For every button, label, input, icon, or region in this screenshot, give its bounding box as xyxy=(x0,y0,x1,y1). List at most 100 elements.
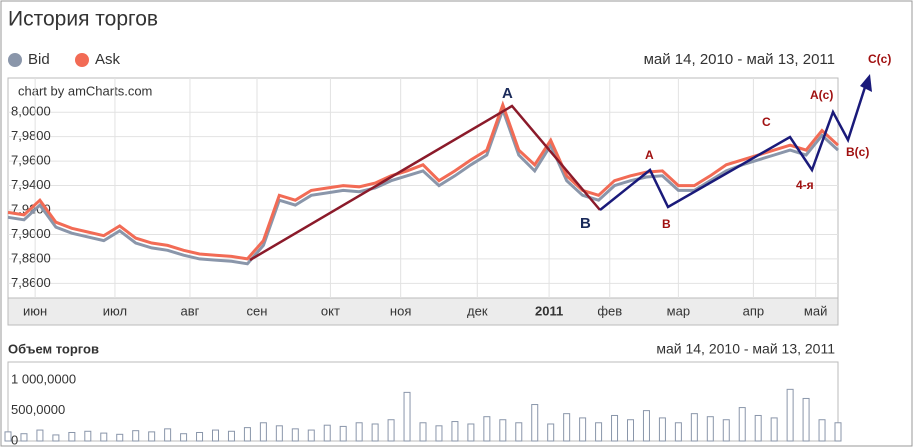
y-tick-label: 7,9000 xyxy=(11,226,51,241)
date-range: май 14, 2010 - май 13, 2011 xyxy=(644,51,835,68)
volume-bar xyxy=(100,432,108,442)
volume-title: Объем торгов xyxy=(8,341,99,356)
x-axis-strip xyxy=(7,297,839,326)
volume-bar xyxy=(387,419,395,442)
volume-bar xyxy=(818,419,826,442)
volume-bar xyxy=(52,434,60,442)
volume-bar xyxy=(515,422,523,442)
y-tick-label: 7,9400 xyxy=(11,177,51,192)
y-tick-label: 7,8600 xyxy=(11,275,51,290)
volume-bar xyxy=(435,425,443,442)
date-range: май 14, 2010 - май 13, 2011 xyxy=(656,341,835,357)
volume-bar xyxy=(84,430,92,442)
volume-bar xyxy=(180,433,188,442)
annotation: C xyxy=(762,115,771,129)
y-tick-label: 500,0000 xyxy=(11,402,65,417)
volume-bar xyxy=(227,430,235,442)
volume-bar xyxy=(802,397,810,442)
volume-bar xyxy=(355,422,363,442)
volume-bar xyxy=(4,431,12,442)
volume-bar xyxy=(116,433,124,442)
volume-bar xyxy=(579,417,587,442)
x-tick-label: окт xyxy=(321,303,340,318)
annotation: A xyxy=(502,85,513,102)
volume-bar xyxy=(786,388,794,442)
volume-bar xyxy=(531,404,539,442)
volume-bar xyxy=(132,430,140,442)
volume-bar xyxy=(499,419,507,442)
volume-bar xyxy=(419,422,427,442)
arrow-head xyxy=(860,74,872,92)
y-tick-label: 0 xyxy=(11,432,18,447)
volume-bar xyxy=(690,413,698,442)
x-tick-label: июн xyxy=(23,303,47,318)
volume-bar xyxy=(754,414,762,442)
price-line xyxy=(7,100,840,261)
volume-bar xyxy=(371,423,379,442)
legend-label: Bid xyxy=(28,51,50,68)
y-tick-label: 1 000,0000 xyxy=(11,372,76,387)
volume-bar xyxy=(196,431,204,442)
volume-bar xyxy=(275,425,283,442)
wave-annotations: A B A B C A(c) B(c) 4-я C(c) xyxy=(249,52,891,262)
wave-line xyxy=(599,83,868,211)
volume-bar xyxy=(291,428,299,442)
volume-bar xyxy=(611,414,619,442)
y-tick-label: 8,0000 xyxy=(11,104,51,119)
volume-bar xyxy=(20,433,28,442)
legend-swatch xyxy=(75,53,89,67)
y-tick-label: 7,8800 xyxy=(11,250,51,265)
x-tick-label: май xyxy=(804,303,827,318)
x-tick-label: фев xyxy=(597,303,622,318)
volume-bar xyxy=(658,417,666,442)
annotation: 4-я xyxy=(796,178,814,192)
volume-bar xyxy=(164,428,172,442)
volume-bar xyxy=(323,424,331,442)
legend-swatch xyxy=(8,53,22,67)
x-tick-label: апр xyxy=(743,303,765,318)
x-tick-label: авг xyxy=(181,303,200,318)
volume-bar xyxy=(595,422,603,442)
annotation: B(c) xyxy=(846,145,869,159)
volume-bar xyxy=(706,416,714,442)
volume-bar xyxy=(642,410,650,442)
volume-bar xyxy=(36,429,44,442)
credit: chart by amCharts.com xyxy=(18,83,152,98)
volume-bar xyxy=(627,419,634,442)
volume-bar xyxy=(770,417,778,442)
volume-bar xyxy=(563,413,571,442)
volume-bar xyxy=(483,416,491,442)
legend-label: Ask xyxy=(95,51,121,68)
annotation: A xyxy=(645,148,654,162)
price-line xyxy=(7,105,840,266)
volume-bar xyxy=(547,423,555,442)
x-tick-label: июл xyxy=(103,303,127,318)
volume-bar xyxy=(68,431,76,442)
annotation: B xyxy=(580,215,591,232)
x-tick-label: ноя xyxy=(390,303,411,318)
volume-bar xyxy=(722,419,730,442)
volume-bar xyxy=(467,423,475,442)
volume-bar xyxy=(834,422,842,442)
volume-bar xyxy=(148,431,156,442)
x-tick-label: 2011 xyxy=(535,303,563,318)
volume-bar xyxy=(451,421,459,442)
annotation: A(c) xyxy=(810,88,833,102)
annotation: B xyxy=(662,217,671,231)
x-tick-label: мар xyxy=(667,303,690,318)
x-tick-label: дек xyxy=(467,303,488,318)
wave-line xyxy=(249,104,601,262)
volume-bar xyxy=(307,429,315,442)
title: История торгов xyxy=(8,8,158,31)
volume-bar xyxy=(212,429,219,442)
volume-bar xyxy=(738,407,746,442)
y-tick-label: 7,9800 xyxy=(11,128,51,143)
volume-bar xyxy=(403,391,411,442)
volume-bar xyxy=(674,422,682,442)
x-tick-label: сен xyxy=(247,303,268,318)
annotation: C(c) xyxy=(868,52,891,66)
y-tick-label: 7,9600 xyxy=(11,153,51,168)
volume-bar xyxy=(339,425,347,442)
